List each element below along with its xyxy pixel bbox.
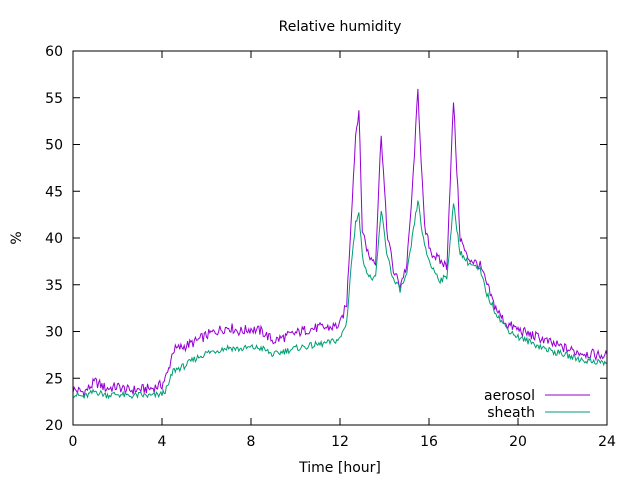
y-tick-label: 60 (45, 44, 63, 60)
y-tick-label: 45 (45, 184, 63, 200)
y-tick-label: 30 (45, 325, 63, 341)
x-tick-label: 12 (331, 434, 349, 450)
series-layer (72, 88, 608, 400)
y-tick-label: 35 (45, 278, 63, 294)
y-tick-label: 40 (45, 231, 63, 247)
x-tick-label: 0 (69, 434, 78, 450)
x-axis-title: Time [hour] (298, 460, 381, 476)
legend-label-sheath: sheath (487, 405, 535, 421)
x-tick-label: 16 (420, 434, 438, 450)
chart-title: Relative humidity (279, 19, 402, 35)
y-tick-label: 50 (45, 138, 63, 154)
y-axis-title: % (9, 231, 25, 244)
series-line-sheath (73, 200, 608, 400)
y-tick-label: 55 (45, 91, 63, 107)
x-tick-label: 8 (247, 434, 256, 450)
y-tick-label: 20 (45, 418, 63, 434)
x-tick-label: 4 (158, 434, 167, 450)
series-line-aerosol (72, 88, 608, 398)
plot-frame (72, 50, 608, 426)
x-tick-label: 20 (509, 434, 527, 450)
legend-label-aerosol: aerosol (484, 388, 535, 404)
y-tick-label: 25 (45, 371, 63, 387)
x-tick-label: 24 (598, 434, 616, 450)
